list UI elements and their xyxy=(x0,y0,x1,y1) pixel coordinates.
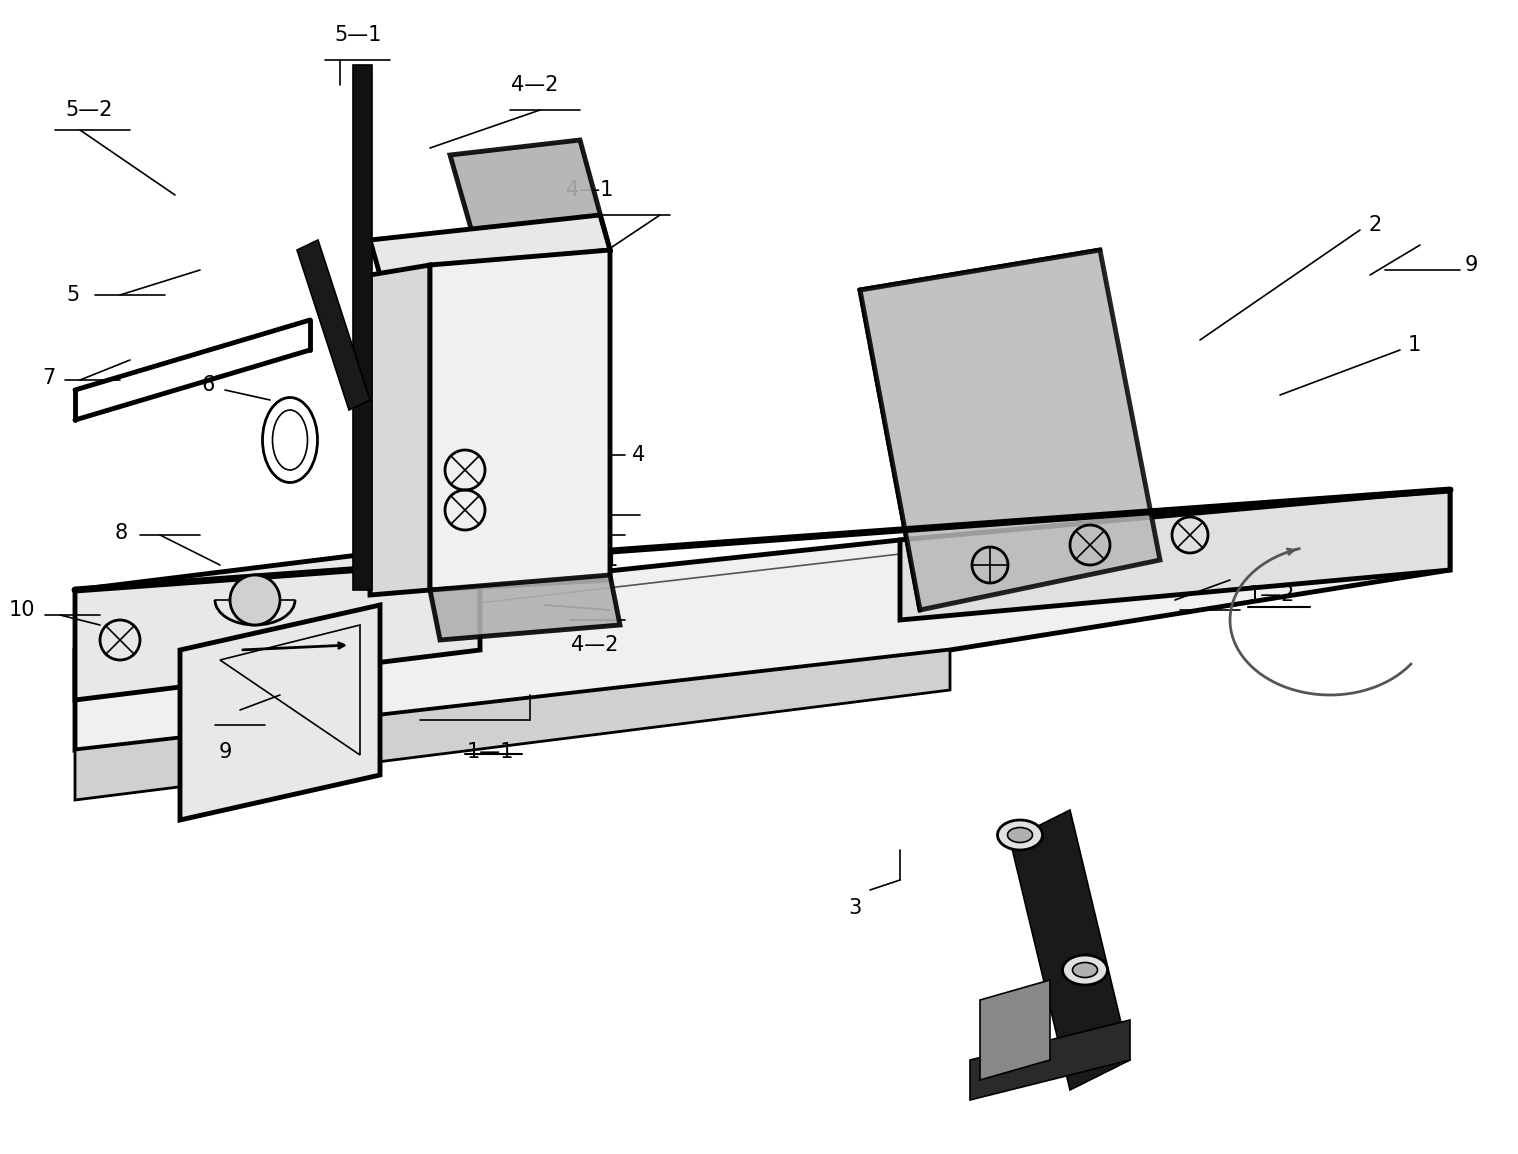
Text: 5—2: 5—2 xyxy=(65,100,112,120)
Text: 1: 1 xyxy=(1409,335,1421,355)
Text: 9: 9 xyxy=(1465,255,1479,275)
Text: 8: 8 xyxy=(115,523,128,544)
Ellipse shape xyxy=(1073,962,1098,977)
Text: 5—1: 5—1 xyxy=(334,25,381,45)
Text: 1—1: 1—1 xyxy=(466,742,513,762)
Polygon shape xyxy=(1009,810,1129,1091)
Polygon shape xyxy=(900,490,1450,620)
Polygon shape xyxy=(181,605,380,820)
Circle shape xyxy=(231,575,279,625)
Polygon shape xyxy=(74,540,480,700)
Text: 4—2: 4—2 xyxy=(512,75,559,95)
Polygon shape xyxy=(981,980,1050,1080)
Text: 9: 9 xyxy=(219,742,232,762)
Text: 4: 4 xyxy=(631,445,645,465)
Polygon shape xyxy=(354,65,372,590)
Text: 5: 5 xyxy=(67,285,80,305)
Text: 2: 2 xyxy=(1368,215,1381,235)
Text: 3: 3 xyxy=(849,898,862,917)
Polygon shape xyxy=(370,265,430,595)
Polygon shape xyxy=(861,250,1160,610)
Text: 10: 10 xyxy=(9,600,35,620)
Polygon shape xyxy=(370,215,610,275)
Polygon shape xyxy=(298,240,370,410)
Polygon shape xyxy=(449,140,610,260)
Text: 4—1: 4—1 xyxy=(571,550,619,570)
Polygon shape xyxy=(74,490,1450,750)
Text: 1—2: 1—2 xyxy=(1248,585,1295,605)
Text: 4—1: 4—1 xyxy=(566,180,613,200)
Polygon shape xyxy=(970,1020,1129,1100)
Polygon shape xyxy=(430,250,610,590)
Text: 6: 6 xyxy=(202,375,216,395)
Polygon shape xyxy=(74,650,950,800)
Text: 4—2: 4—2 xyxy=(571,635,619,655)
Text: 7: 7 xyxy=(43,368,55,388)
Ellipse shape xyxy=(997,820,1043,850)
Polygon shape xyxy=(430,575,619,640)
Ellipse shape xyxy=(1008,827,1032,842)
Ellipse shape xyxy=(1063,956,1108,986)
